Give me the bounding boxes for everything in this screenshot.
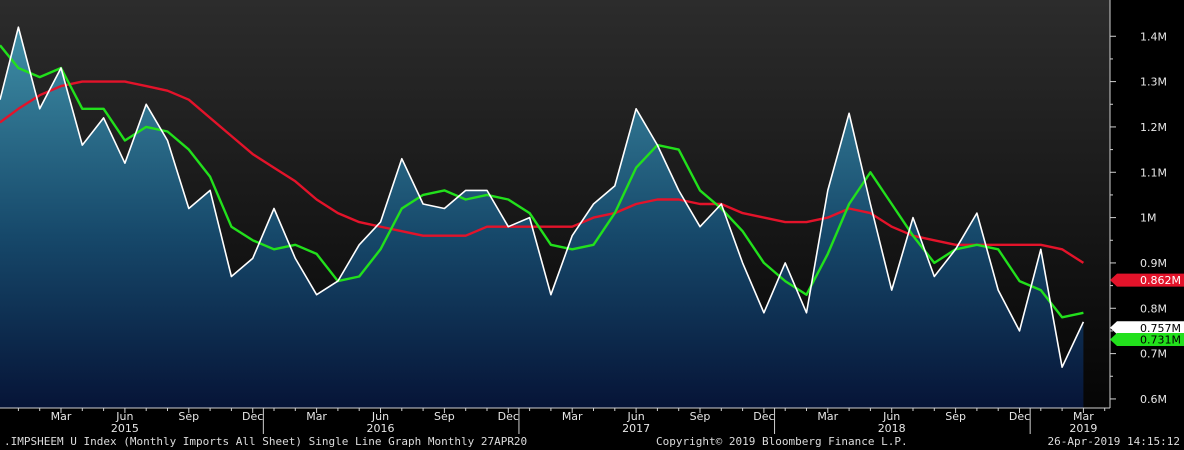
y-tick-label: 0.6M <box>1140 393 1167 406</box>
year-label: 2019 <box>1069 422 1097 435</box>
axis-layer: 0.6M 0.7M 0.8M 0.9M 1M 1.1M 1.2M 1.3M 1.4M Mar Jun… <box>0 0 1167 435</box>
x-tick-label: Dec <box>242 410 263 423</box>
x-tick-label: Jun <box>115 410 133 423</box>
x-tick-label: Mar <box>51 410 72 423</box>
badge-label: 0.757M <box>1140 322 1181 335</box>
y-tick-label: 0.8M <box>1140 302 1167 315</box>
x-tick-label: Mar <box>562 410 583 423</box>
badge-label: 0.731M <box>1140 334 1181 347</box>
footer-left: .IMPSHEEM U Index (Monthly Imports All S… <box>4 435 527 448</box>
x-tick-label: Jun <box>627 410 645 423</box>
green-average-line <box>0 44 1084 319</box>
x-tick-label: Dec <box>1009 410 1030 423</box>
x-tick-label: Jun <box>371 410 389 423</box>
footer-timestamp: 26-Apr-2019 14:15:12 <box>1048 435 1180 448</box>
footer: .IMPSHEEM U Index (Monthly Imports All S… <box>4 435 1180 448</box>
footer-copyright: Copyright© 2019 Bloomberg Finance L.P. <box>656 435 908 448</box>
year-label: 2017 <box>622 422 650 435</box>
x-tick-label: Mar <box>306 410 327 423</box>
y-tick-label: 1.1M <box>1140 166 1167 179</box>
index-last-value-badge: 0.757M <box>1110 321 1184 335</box>
area-layer <box>0 27 1084 408</box>
x-tick-label: Mar <box>817 410 838 423</box>
x-tick-label: Jun <box>882 410 900 423</box>
index-line <box>0 26 1085 368</box>
year-label: 2015 <box>111 422 139 435</box>
badge-shape <box>1110 321 1184 335</box>
green-last-value-badge: 0.731M <box>1110 333 1184 347</box>
badge-shape <box>1110 333 1184 347</box>
y-tick-label: 0.9M <box>1140 257 1167 270</box>
y-tick-label: 1.2M <box>1140 121 1167 134</box>
y-tick-label: 1M <box>1140 212 1157 225</box>
red-average-line <box>0 80 1085 264</box>
year-label: 2016 <box>367 422 395 435</box>
y-tick-label: 0.7M <box>1140 348 1167 361</box>
x-tick-label: Mar <box>1073 410 1094 423</box>
x-tick-label: Dec <box>498 410 519 423</box>
x-tick-label: Sep <box>945 410 966 423</box>
series-layer <box>0 26 1085 368</box>
x-tick-label: Sep <box>178 410 199 423</box>
x-tick-label: Sep <box>434 410 455 423</box>
year-label: 2018 <box>878 422 906 435</box>
x-tick-label: Dec <box>753 410 774 423</box>
y-tick-label: 1.4M <box>1140 30 1167 43</box>
x-tick-label: Sep <box>690 410 711 423</box>
red-last-value-badge: 0.862M <box>1110 273 1184 287</box>
badge-shape <box>1110 273 1184 287</box>
y-tick-label: 1.3M <box>1140 76 1167 89</box>
index-area <box>0 27 1084 408</box>
badge-label: 0.862M <box>1140 274 1181 287</box>
